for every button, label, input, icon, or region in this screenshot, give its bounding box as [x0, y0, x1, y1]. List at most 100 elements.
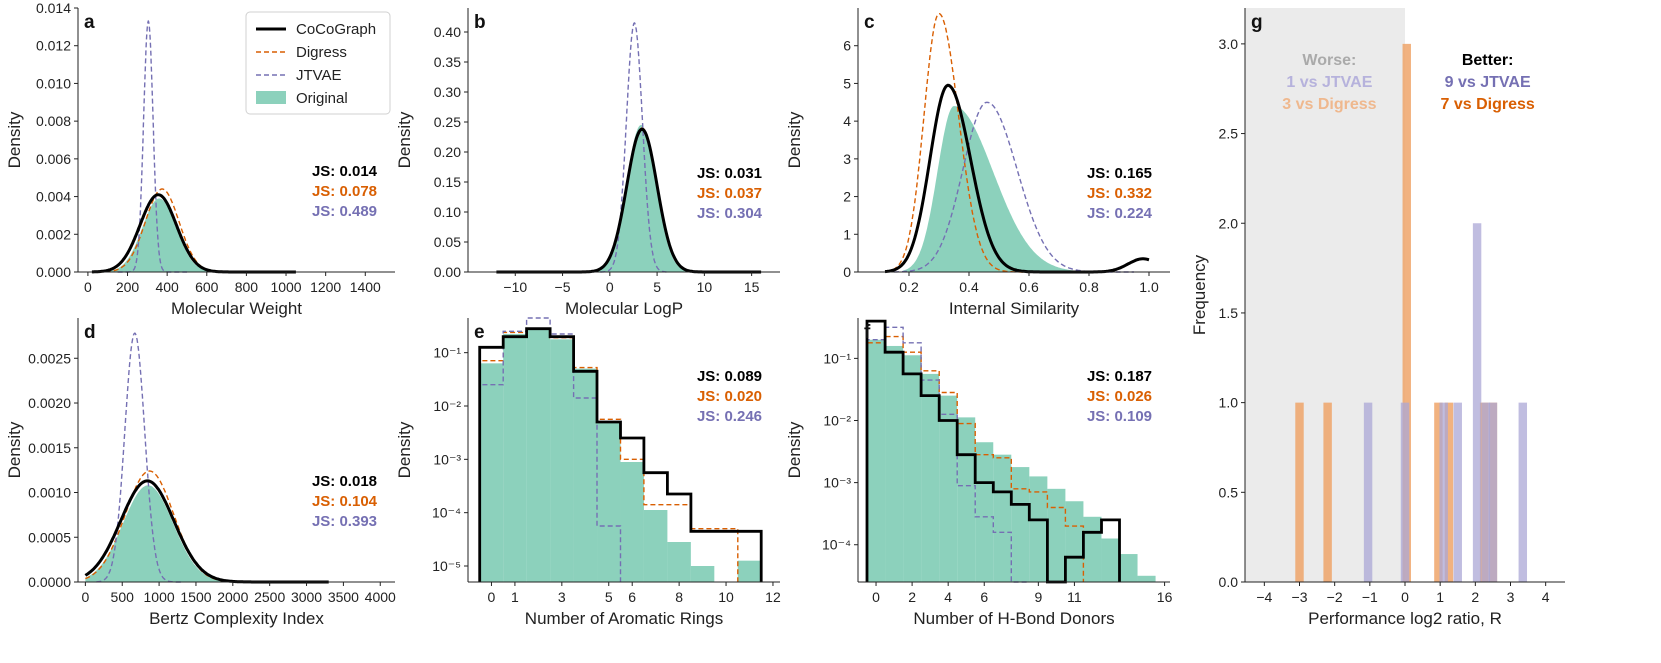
original-hist-bar: [1101, 538, 1120, 582]
x-tick-label: 1: [1436, 589, 1444, 605]
jtvae-ratio-bar: [1453, 402, 1462, 582]
digress-ratio-bar: [1402, 43, 1411, 582]
panel-d: 0 500 1000 1500 2000 2500 3000 3500 4000 0.0000 0.…: [5, 318, 396, 628]
x-tick-label: 1400: [350, 279, 381, 295]
y-tick-label: 0.000: [36, 264, 71, 280]
js-score-label: JS: 0.104: [312, 493, 378, 510]
original-hist-bar: [1119, 554, 1138, 582]
js-score-label: JS: 0.165: [1087, 165, 1152, 182]
original-hist-bar: [503, 334, 527, 582]
x-tick-label: 2500: [254, 589, 285, 605]
y-axis-label: Frequency: [1190, 254, 1209, 335]
legend-label-original: Original: [296, 90, 348, 107]
cocograph-step-line: [865, 319, 1121, 584]
original-hist-bar: [1029, 476, 1048, 582]
y-axis-label: Density: [5, 421, 24, 478]
y-tick-label: 10⁻¹: [823, 350, 851, 366]
jtvae-density-line: [600, 22, 667, 273]
x-tick-label: −4: [1256, 589, 1272, 605]
jtvae-ratio-bar: [1400, 402, 1410, 582]
worse-digress-count: 3 vs Digress: [1282, 96, 1376, 113]
js-score-label: JS: 0.246: [697, 408, 762, 425]
original-hist-bar: [667, 542, 691, 582]
original-hist-bar: [597, 422, 621, 582]
x-tick-label: 4: [944, 589, 952, 605]
x-tick-label: 9: [1034, 589, 1042, 605]
legend-label-jtvae: JTVAE: [296, 67, 342, 84]
y-tick-label: 1: [843, 226, 851, 242]
y-tick-label: 5: [843, 75, 851, 91]
js-score-label: JS: 0.018: [312, 473, 377, 490]
y-axis-label: Density: [785, 421, 804, 478]
y-tick-label: 2: [843, 189, 851, 205]
x-tick-label: 5: [605, 589, 613, 605]
x-tick-label: 0: [872, 589, 880, 605]
x-tick-label: −2: [1327, 589, 1343, 605]
x-tick-label: 12: [765, 589, 781, 605]
original-density-area: [85, 485, 292, 582]
y-axis-label: Density: [5, 111, 24, 168]
original-hist-bar: [903, 355, 922, 582]
js-score-label: JS: 0.089: [697, 368, 762, 385]
panel-e: 0 1 3 5 6 8 10 12 10⁻⁵ 10⁻⁴ 10⁻³ 10⁻² 10⁻¹ Number of …: [395, 317, 781, 628]
y-tick-label: 10⁻³: [433, 451, 461, 467]
original-hist-bar: [1065, 501, 1084, 582]
y-tick-label: 0.20: [434, 144, 461, 160]
y-tick-label: 0.008: [36, 113, 71, 129]
original-hist-bar: [957, 417, 976, 582]
original-hist-bar: [885, 345, 904, 582]
js-score-label: JS: 0.020: [697, 388, 762, 405]
y-tick-label: 0.15: [434, 174, 461, 190]
jtvae-ratio-bar: [1481, 402, 1491, 582]
x-tick-label: 2: [1471, 589, 1479, 605]
y-tick-label: 0: [843, 264, 851, 280]
x-tick-label: 0: [84, 279, 92, 295]
y-tick-label: 0.5: [1219, 484, 1239, 500]
js-score-label: JS: 0.014: [312, 163, 378, 180]
js-score-label: JS: 0.393: [312, 513, 377, 530]
x-axis-label: Bertz Complexity Index: [149, 609, 324, 628]
x-tick-label: 200: [116, 279, 140, 295]
original-hist-bar: [526, 328, 551, 582]
original-hist-bar: [975, 442, 994, 582]
y-tick-label: 0.002: [36, 226, 71, 242]
legend-swatch-original: [256, 91, 286, 104]
x-tick-label: 1000: [144, 589, 175, 605]
panel-a: 0 200 400 600 800 1000 1200 1400 0.000 0.002 0.004…: [5, 0, 395, 318]
panel-letter: f: [864, 322, 871, 343]
jtvae-ratio-bar: [1518, 402, 1528, 582]
jtvae-ratio-bar: [1488, 402, 1498, 582]
x-tick-label: 600: [195, 279, 219, 295]
y-axis-label: Density: [395, 111, 414, 168]
x-axis-label: Performance log2 ratio, R: [1308, 609, 1502, 628]
js-score-label: JS: 0.332: [1087, 185, 1152, 202]
y-tick-label: 0.012: [36, 38, 71, 54]
y-tick-label: 0.35: [434, 54, 461, 70]
y-tick-label: 2.0: [1219, 215, 1239, 231]
panel-letter: d: [84, 322, 96, 343]
panel-g: −4 −3 −2 −1 0 1 2 3 4 0.0 0.5 1.0 1.5 2.0 2.5 3.0 Perfor…: [1190, 8, 1565, 628]
jtvae-density-line: [96, 332, 182, 583]
x-tick-label: 3: [558, 589, 566, 605]
better-title: Better:: [1462, 52, 1514, 69]
x-tick-label: 1000: [270, 279, 301, 295]
y-tick-label: 0.0000: [28, 574, 71, 590]
js-score-label: JS: 0.078: [312, 183, 377, 200]
x-tick-label: 0: [606, 279, 614, 295]
x-tick-label: 11: [1067, 589, 1082, 605]
x-tick-label: 0.2: [899, 279, 919, 295]
original-density-area: [97, 198, 286, 272]
x-tick-label: 4: [1542, 589, 1550, 605]
x-tick-label: 10: [697, 279, 713, 295]
jtvae-ratio-bar: [1472, 223, 1482, 582]
original-hist-bar: [1047, 488, 1066, 582]
y-tick-label: 0.0005: [28, 529, 71, 545]
y-axis-label: Density: [785, 111, 804, 168]
original-hist-bar: [737, 560, 762, 582]
x-tick-label: 3500: [328, 589, 359, 605]
y-tick-label: 0.0025: [28, 350, 71, 366]
y-tick-label: 6: [843, 38, 851, 54]
panel-letter: g: [1251, 12, 1263, 33]
x-tick-label: 0: [1401, 589, 1409, 605]
y-tick-label: 10⁻¹: [433, 345, 461, 361]
